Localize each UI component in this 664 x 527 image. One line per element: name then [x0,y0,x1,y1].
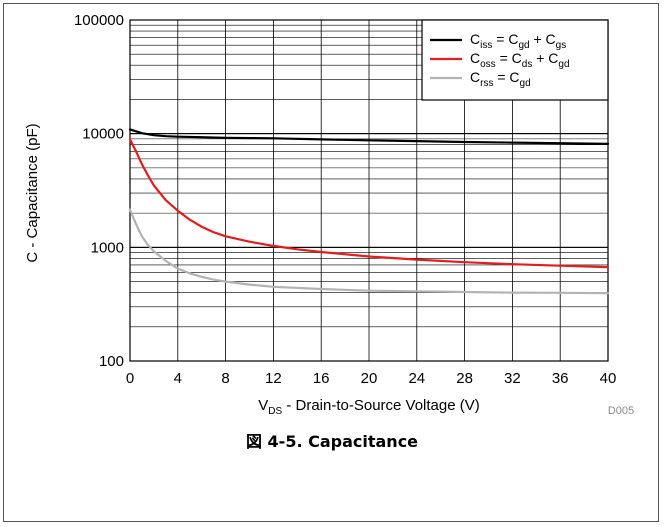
figure-frame [3,3,659,522]
legend-entry-rss: Crss = Cgd [470,69,531,89]
x-tick-label: 0 [126,370,134,387]
y-tick-label: 100000 [74,12,124,29]
x-tick-label: 40 [600,370,617,387]
x-tick-label: 12 [265,370,282,387]
legend-entry-oss: Coss = Cds + Cgd [470,50,570,70]
series-line-rss [128,208,610,295]
x-tick-label: 32 [504,370,521,387]
plot-border [129,19,609,362]
y-tick-label: 100 [99,353,124,370]
y-tick-label: 10000 [82,126,124,143]
x-tick-label: 36 [552,370,569,387]
figure-caption: 図 4-5. Capacitance [245,432,419,451]
x-axis-label: VDS - Drain-to-Source Voltage (V) [258,397,480,417]
x-tick-label: 28 [456,370,473,387]
y-tick-labels: 100 1000 10000 100000 [74,12,124,370]
x-tick-label: 24 [408,370,425,387]
y-axis-label: C - Capacitance (pF) [24,123,41,262]
series-layer [128,128,610,295]
figure-code-label: D005 [608,405,634,417]
y-tick-label: 1000 [91,239,124,256]
x-tick-label: 16 [313,370,330,387]
x-tick-label: 4 [174,370,182,387]
series-line-iss [128,128,610,145]
legend-entry-iss: Ciss = Cgd + Cgs [470,31,566,51]
series-line-oss [128,138,610,269]
x-tick-label: 20 [361,370,378,387]
x-tick-label: 8 [221,370,229,387]
x-tick-labels: 0 4 8 12 16 20 24 28 32 36 40 [126,370,617,387]
